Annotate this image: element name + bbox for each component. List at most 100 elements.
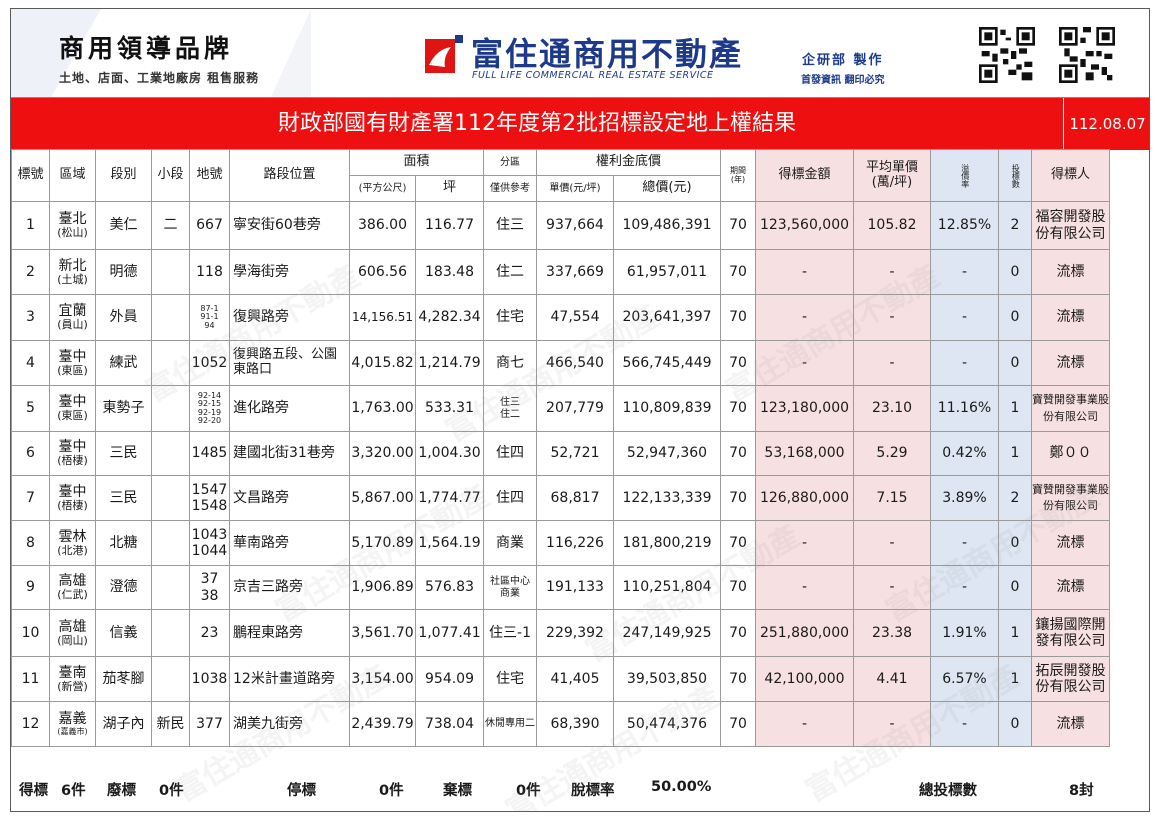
cell-location-text: 文昌路旁 xyxy=(233,489,289,506)
cell-avg-price-text: 105.82 xyxy=(867,217,917,234)
cell-winner: 流標 xyxy=(1031,701,1110,747)
cell-total-price: 109,486,391 xyxy=(613,201,721,250)
cell-unit-price: 191,133 xyxy=(536,565,614,610)
col-term: 期間 (年) xyxy=(720,149,756,202)
cell-area-m2: 4,015.82 xyxy=(349,340,416,386)
cell-area-m2: 3,320.00 xyxy=(349,431,416,476)
cell-subsection xyxy=(151,565,190,610)
cell-subsection: 新民 xyxy=(151,701,190,747)
cell-zone-text: 社區中心 商業 xyxy=(490,576,530,599)
cell-winner: 福容開發股份有限公司 xyxy=(1031,201,1110,250)
cell-bid-amount-text: - xyxy=(801,263,808,280)
cell-subsection xyxy=(151,656,190,702)
cell-avg-price: 105.82 xyxy=(853,201,931,250)
cell-bidders-text: 1 xyxy=(1010,445,1020,462)
cell-zone: 商業 xyxy=(483,520,537,566)
cell-bidders: 1 xyxy=(998,656,1032,702)
brand-block: 商用領導品牌 土地、店面、工業地廠房 租售服務 xyxy=(59,29,259,86)
cell-area-m2: 3,561.70 xyxy=(349,609,416,657)
cell-no-text: 9 xyxy=(26,579,35,596)
cell-no-text: 2 xyxy=(26,263,35,280)
cell-bidders: 0 xyxy=(998,701,1032,747)
cell-no: 8 xyxy=(11,520,50,566)
cell-area: 臺中 (東區) xyxy=(49,340,96,386)
table-row: 9 高雄 (仁武) 澄德 37 38 京吉三路旁 1,906.89 576.83 社區中心 商業… xyxy=(11,565,1110,610)
cell-avg-price-text: 23.38 xyxy=(871,624,913,641)
cell-location-text: 鵬程東路旁 xyxy=(233,624,303,641)
cell-no-text: 3 xyxy=(26,309,35,326)
col-bidders: 投標數 xyxy=(998,149,1032,202)
cell-bidders: 2 xyxy=(998,201,1032,250)
cell-no: 1 xyxy=(11,201,50,250)
col-avg-label: 平均單價 xyxy=(865,159,918,175)
cell-premium-text: 0.42% xyxy=(942,445,987,462)
cell-bidders-text: 0 xyxy=(1010,715,1020,732)
cell-lot-text: 23 xyxy=(200,624,219,641)
col-fee: 權利金底價 xyxy=(536,149,721,176)
cell-winner-text: 寶贊開發事業股份有限公司 xyxy=(1032,393,1109,423)
cell-area-district: (新營) xyxy=(57,679,88,693)
cell-area-ping: 1,564.19 xyxy=(415,520,484,566)
table-row: 1 臺北 (松山) 美仁 二 667 寧安街60巷旁 386.00 116.77 住三 937,66… xyxy=(11,201,1110,250)
cell-area: 高雄 (岡山) xyxy=(49,609,96,657)
cell-avg-price: - xyxy=(853,565,931,610)
cell-winner: 鑲揚國際開發有限公司 xyxy=(1031,609,1110,657)
footer-stop-label: 停標 xyxy=(287,783,316,799)
cell-winner-text: 寶贊開發事業股份有限公司 xyxy=(1032,482,1109,512)
cell-section-text: 東勢子 xyxy=(102,400,145,417)
cell-premium: - xyxy=(930,249,999,295)
cell-winner-text: 流標 xyxy=(1056,309,1085,326)
cell-area-m2: 14,156.51 xyxy=(349,294,416,341)
cell-lot-text: 92-14 92-15 92-19 92-20 xyxy=(197,390,222,425)
cell-subsection-text: 新民 xyxy=(156,715,185,732)
cell-location: 復興路五段、公園東路口 xyxy=(229,340,350,386)
table-row: 12 嘉義 (嘉義市) 湖子內 新民 377 湖美九街旁 2,439.79 738.04 休閒專用… xyxy=(11,701,1110,747)
cell-area: 臺中 (梧棲) xyxy=(49,431,96,476)
cell-winner: 流標 xyxy=(1031,340,1110,386)
table-row: 5 臺中 (東區) 東勢子 92-14 92-15 92-19 92-20 進化路旁 1,7… xyxy=(11,385,1110,432)
cell-area-ping-text: 116.77 xyxy=(425,217,474,234)
cell-subsection xyxy=(151,340,190,386)
col-area: 區域 xyxy=(49,149,96,202)
cell-premium-text: - xyxy=(961,715,968,732)
cell-lot-text: 1038 xyxy=(191,670,228,687)
cell-total-price-text: 122,133,339 xyxy=(622,489,712,506)
cell-premium-text: 11.16% xyxy=(937,400,992,417)
col-premium: 溢價率 xyxy=(930,149,999,202)
cell-zone: 住宅 xyxy=(483,656,537,702)
cell-area-ping-text: 954.09 xyxy=(425,670,474,687)
cell-area-ping-text: 1,774.77 xyxy=(418,489,481,506)
cell-no: 5 xyxy=(11,385,50,432)
brand-title: 商用領導品牌 xyxy=(59,34,234,63)
table-row: 10 高雄 (岡山) 信義 23 鵬程東路旁 3,561.70 1,077.41 住三-1 229… xyxy=(11,609,1110,657)
cell-no: 4 xyxy=(11,340,50,386)
cell-section: 三民 xyxy=(95,475,152,521)
cell-location-text: 湖美九街旁 xyxy=(233,715,303,732)
cell-total-price-text: 61,957,011 xyxy=(626,263,708,280)
cell-winner-text: 鑲揚國際開發有限公司 xyxy=(1035,616,1106,649)
cell-no: 9 xyxy=(11,565,50,610)
cell-unit-price: 47,554 xyxy=(536,294,614,341)
cell-location-text: 復興路五段、公園東路口 xyxy=(233,347,338,377)
cell-section-text: 信義 xyxy=(109,624,138,641)
cell-winner: 寶贊開發事業股份有限公司 xyxy=(1031,475,1110,521)
cell-unit-price-text: 937,664 xyxy=(546,217,604,234)
cell-location: 鵬程東路旁 xyxy=(229,609,350,657)
cell-area-ping-text: 1,564.19 xyxy=(418,534,481,551)
cell-area-m2-text: 1,763.00 xyxy=(351,400,414,417)
cell-bid-amount-text: 251,880,000 xyxy=(759,624,850,641)
cell-bid-amount: - xyxy=(755,565,854,610)
col-size: 面積 xyxy=(349,149,484,176)
cell-total-price: 122,133,339 xyxy=(613,475,721,521)
footer-abandon-label: 棄標 xyxy=(443,783,472,799)
cell-area-m2-text: 606.56 xyxy=(358,263,407,280)
col-zone: 分區 xyxy=(483,149,537,176)
cell-location: 華南路旁 xyxy=(229,520,350,566)
cell-section: 湖子內 xyxy=(95,701,152,747)
cell-area-ping: 1,214.79 xyxy=(415,340,484,386)
cell-term-text: 70 xyxy=(729,579,747,596)
cell-location: 建國北街31巷旁 xyxy=(229,431,350,476)
cell-area-m2: 5,170.89 xyxy=(349,520,416,566)
cell-zone-text: 住三 住二 xyxy=(500,397,520,420)
cell-location-text: 進化路旁 xyxy=(233,400,289,417)
